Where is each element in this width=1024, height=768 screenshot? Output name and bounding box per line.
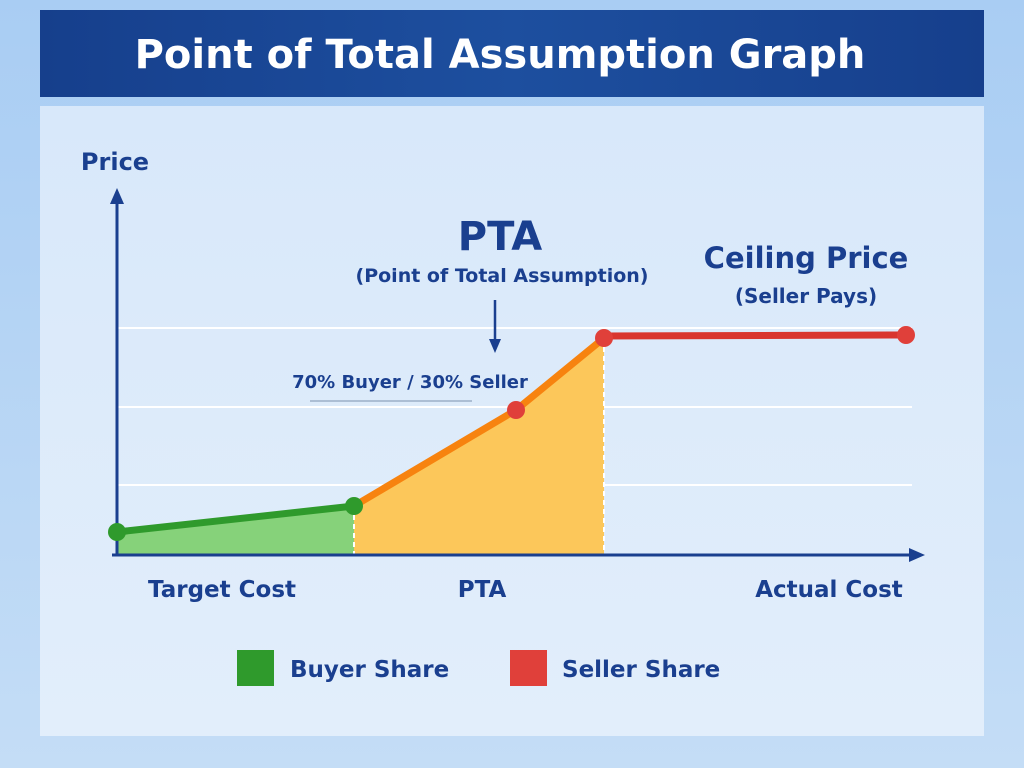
y-axis-arrow [110,188,124,204]
point [507,401,525,419]
x-label: Target Cost [148,577,296,603]
legend-label: Buyer Share [290,657,449,683]
split-label: 70% Buyer / 30% Seller [292,372,528,393]
pta-title: PTA [458,214,542,260]
point [897,326,915,344]
ceiling-title: Ceiling Price [704,241,909,275]
x-axis-arrow [909,548,925,562]
title: Point of Total Assumption Graph [135,32,866,78]
title-banner [40,10,984,97]
y-axis-label: Price [81,148,149,176]
ceiling-subtitle: (Seller Pays) [735,284,877,308]
point [345,497,363,515]
pta-arrowhead [489,339,501,353]
point [108,523,126,541]
buyer-line [113,502,358,536]
legend-label: Seller Share [562,657,720,683]
legend-swatch [237,650,274,686]
x-label: PTA [458,577,507,603]
buyer-area [117,506,354,555]
pta-subtitle: (Point of Total Assumption) [356,265,649,287]
point [595,329,613,347]
seller-line [600,331,910,340]
legend-swatch [510,650,547,686]
x-label: Actual Cost [755,577,903,603]
